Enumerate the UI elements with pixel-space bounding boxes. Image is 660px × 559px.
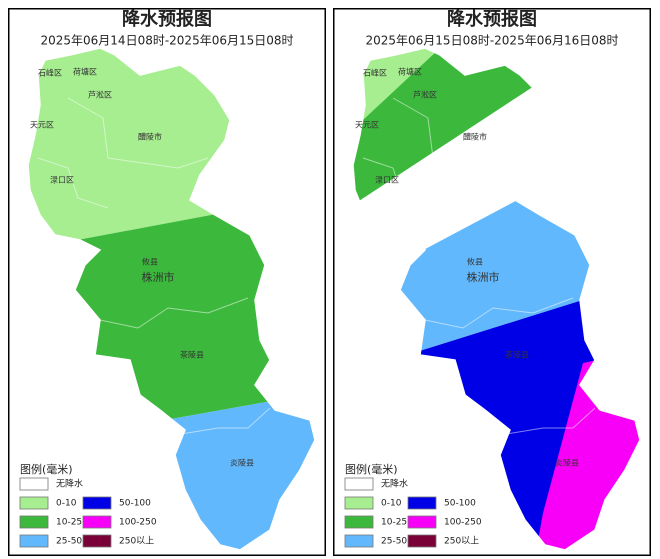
place-label: 天元区	[355, 121, 379, 130]
legend-swatch	[82, 534, 112, 548]
legend-label: 100-250	[444, 518, 482, 528]
place-label: 炎陵县	[230, 459, 254, 468]
place-label: 炎陵县	[555, 459, 579, 468]
legend-label: 250以上	[119, 536, 154, 547]
legend-label: 25-50	[56, 537, 82, 547]
legend-title: 图例(毫米)	[20, 462, 73, 476]
district-line	[37, 157, 109, 209]
map-outline	[27, 47, 316, 551]
place-label: 茶陵县	[505, 350, 529, 360]
legend-swatch	[344, 515, 374, 529]
legend-label: 无降水	[381, 478, 408, 490]
place-label: 荷塘区	[73, 67, 97, 77]
legend-swatch	[82, 515, 112, 529]
place-label: 石峰区	[363, 68, 387, 78]
legend-label: 50-100	[119, 499, 151, 509]
legend-swatch	[19, 515, 49, 529]
period: 2025年06月15日08时-2025年06月16日08时	[365, 34, 618, 48]
map-title: 降水预报图	[122, 8, 212, 30]
map-title: 降水预报图	[447, 8, 537, 30]
place-label: 天元区	[30, 121, 54, 130]
legend-label: 0-10	[381, 499, 402, 509]
place-label: 攸县	[467, 257, 483, 267]
place-label: 渌口区	[375, 176, 399, 185]
district-line	[392, 97, 534, 169]
legend-swatch	[344, 496, 374, 510]
legend-swatch	[407, 515, 437, 529]
legend-swatch	[19, 477, 49, 491]
district-line	[99, 297, 249, 329]
legend-swatch	[344, 534, 374, 548]
place-label: 攸县	[142, 257, 158, 267]
place-label: 芦淞区	[88, 90, 112, 100]
legend-label: 无降水	[56, 478, 83, 490]
district-line	[174, 407, 271, 436]
period: 2025年06月14日08时-2025年06月15日08时	[40, 34, 293, 48]
legend-swatch	[82, 496, 112, 510]
place-label: 芦淞区	[413, 90, 437, 100]
legend-label: 10-25	[56, 518, 82, 528]
district-line	[67, 97, 209, 169]
legend-label: 10-25	[381, 518, 407, 528]
place-label: 醴陵市	[463, 132, 487, 142]
district-line	[362, 157, 434, 209]
place-label: 渌口区	[50, 176, 74, 185]
rain-zone	[353, 48, 483, 148]
legend-label: 25-50	[381, 537, 407, 547]
legend-label: 0-10	[56, 499, 77, 509]
place-label: 石峰区	[38, 68, 62, 78]
place-label: 醴陵市	[138, 132, 162, 142]
place-label: 株洲市	[467, 270, 500, 284]
place-label: 茶陵县	[180, 350, 204, 360]
legend-title: 图例(毫米)	[345, 462, 398, 476]
district-line	[499, 407, 596, 436]
legend-swatch	[407, 496, 437, 510]
legend-swatch	[407, 534, 437, 548]
legend-swatch	[19, 496, 49, 510]
map-outline	[352, 47, 641, 551]
legend-label: 100-250	[119, 518, 157, 528]
legend-label: 50-100	[444, 499, 476, 509]
place-label: 荷塘区	[398, 67, 422, 77]
place-label: 株洲市	[142, 270, 175, 284]
legend-swatch	[344, 477, 374, 491]
legend-swatch	[19, 534, 49, 548]
legend-label: 250以上	[444, 536, 479, 547]
district-line	[424, 297, 574, 329]
